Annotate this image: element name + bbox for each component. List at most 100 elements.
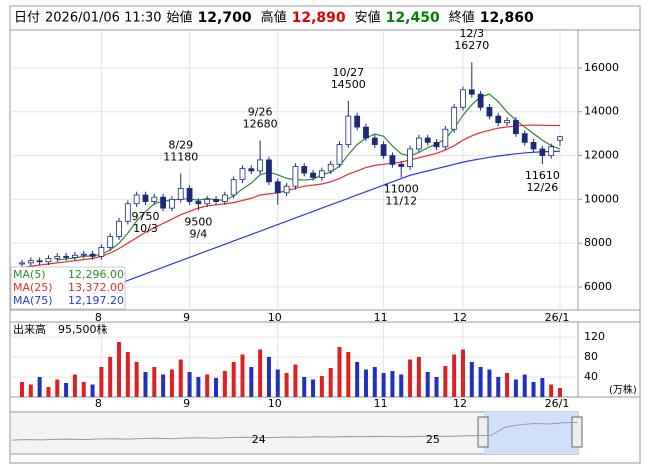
- annotation-date: 8/29: [168, 139, 193, 152]
- legend-value: 12,296.00: [68, 268, 124, 281]
- navigator-handle-left[interactable]: [477, 416, 489, 448]
- volume-unit: (万株): [609, 383, 637, 396]
- annotation-value: 12680: [243, 118, 278, 131]
- volume-bar: [355, 362, 360, 397]
- annotation-date: 9/26: [248, 106, 273, 119]
- legend-value: 13,372.00: [68, 281, 124, 294]
- x-tick-label: 9: [183, 311, 190, 324]
- legend-name: MA(5): [13, 268, 46, 281]
- candle-body: [548, 146, 555, 156]
- candle-body: [318, 170, 325, 178]
- candle-body: [380, 144, 387, 156]
- candle-body: [54, 255, 61, 259]
- legend-box: [10, 266, 126, 310]
- volume-tick-label: 120: [584, 330, 605, 343]
- navigator-label: 24: [252, 433, 266, 446]
- annotation-date: 10/27: [332, 66, 364, 79]
- x-tick-label: 10: [268, 311, 282, 324]
- candle-body: [221, 194, 228, 202]
- volume-bar: [399, 374, 404, 397]
- candle-body: [477, 93, 484, 108]
- volume-bar: [20, 382, 24, 397]
- candle-body: [248, 168, 255, 172]
- candle-body: [363, 126, 369, 139]
- x-tick-label: 8: [95, 397, 102, 410]
- ma-line: [21, 124, 561, 268]
- candle-body: [433, 141, 440, 148]
- volume-bar: [205, 374, 210, 397]
- candle-body: [415, 137, 422, 150]
- candle-body: [371, 137, 378, 145]
- candle-body: [142, 194, 149, 202]
- candle-body: [116, 220, 122, 238]
- volume-tick-label: 40: [584, 370, 598, 383]
- volume-bar: [311, 379, 316, 397]
- volume-bar: [505, 373, 510, 397]
- candle-body: [177, 188, 184, 200]
- annotation-value: 11180: [163, 151, 198, 164]
- volume-bar: [81, 382, 86, 397]
- volume-bar: [64, 383, 69, 397]
- header-text: 日付: [14, 11, 40, 26]
- volume-bar: [178, 359, 183, 397]
- candle-body: [486, 106, 493, 117]
- candle-body: [460, 89, 466, 108]
- volume-bar: [522, 374, 527, 397]
- volume-bar: [302, 377, 307, 397]
- x-tick-label: 11: [374, 311, 388, 324]
- candle-body: [89, 253, 96, 257]
- y-tick-label: 12000: [584, 149, 619, 162]
- candle-body: [45, 258, 52, 263]
- volume-bar: [46, 387, 51, 397]
- volume-bar: [337, 347, 342, 397]
- navigator-line: [11, 421, 579, 441]
- y-tick-label: 16000: [584, 61, 619, 74]
- volume-current: 95,500株: [58, 322, 108, 336]
- annotation-value: 9750: [131, 210, 159, 223]
- volume-bar: [231, 362, 236, 397]
- candle-body: [407, 148, 413, 167]
- candle-body: [468, 89, 475, 95]
- candle-body: [292, 166, 299, 187]
- candle-body: [513, 120, 519, 135]
- volume-bar: [117, 342, 122, 397]
- volume-bar: [531, 382, 536, 397]
- volume-bar: [240, 354, 245, 397]
- volume-bar: [134, 362, 139, 397]
- x-tick-label: 26/1: [545, 311, 570, 324]
- annotation-date: 12/3: [459, 27, 484, 40]
- candle-body: [213, 198, 219, 202]
- volume-bar: [443, 366, 448, 397]
- candle-body: [36, 260, 43, 263]
- candle-body: [239, 168, 246, 181]
- header-text: 始値: [167, 10, 193, 26]
- y-tick-label: 6000: [584, 280, 612, 293]
- volume-bar: [161, 374, 166, 397]
- candle-body: [266, 159, 272, 183]
- candle-body: [451, 106, 458, 130]
- navigator-handle-right[interactable]: [571, 416, 583, 448]
- ma-line: [57, 93, 561, 261]
- header-text: 12,890: [292, 10, 346, 26]
- candle-body: [160, 196, 167, 209]
- candle-body: [424, 137, 431, 143]
- volume-bar: [169, 369, 174, 397]
- candle-body: [107, 236, 114, 248]
- volume-bar: [275, 369, 280, 397]
- volume-axis: [577, 321, 641, 398]
- legend-name: MA(25): [13, 281, 53, 294]
- volume-bar: [549, 384, 554, 397]
- navigator-selection[interactable]: [484, 412, 578, 454]
- x-tick-label: 26/1: [545, 397, 570, 410]
- x-tick-label: 11: [374, 397, 388, 410]
- x-tick-label: 8: [95, 311, 102, 324]
- navigator-label: 25: [426, 433, 440, 446]
- volume-bar: [293, 364, 298, 397]
- candle-body: [195, 201, 202, 205]
- legend-name: MA(75): [13, 294, 53, 307]
- volume-bar: [540, 378, 545, 397]
- volume-bar: [258, 349, 263, 397]
- volume-bar: [363, 369, 368, 397]
- volume-bar: [90, 384, 95, 397]
